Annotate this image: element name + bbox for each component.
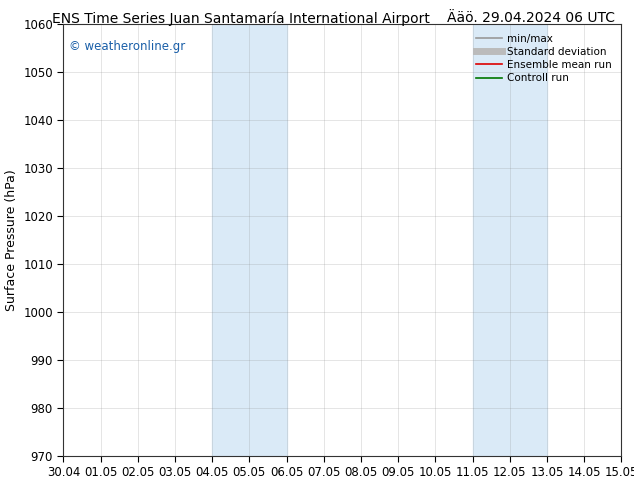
Bar xyxy=(249,24,287,456)
Text: Ääö. 29.04.2024 06 UTC: Ääö. 29.04.2024 06 UTC xyxy=(447,11,615,25)
Text: © weatheronline.gr: © weatheronline.gr xyxy=(69,40,185,52)
Bar xyxy=(212,24,249,456)
Legend: min/max, Standard deviation, Ensemble mean run, Controll run: min/max, Standard deviation, Ensemble me… xyxy=(472,30,616,87)
Text: ENS Time Series Juan Santamaría International Airport: ENS Time Series Juan Santamaría Internat… xyxy=(52,11,430,26)
Bar xyxy=(472,24,510,456)
Y-axis label: Surface Pressure (hPa): Surface Pressure (hPa) xyxy=(4,169,18,311)
Bar xyxy=(510,24,547,456)
